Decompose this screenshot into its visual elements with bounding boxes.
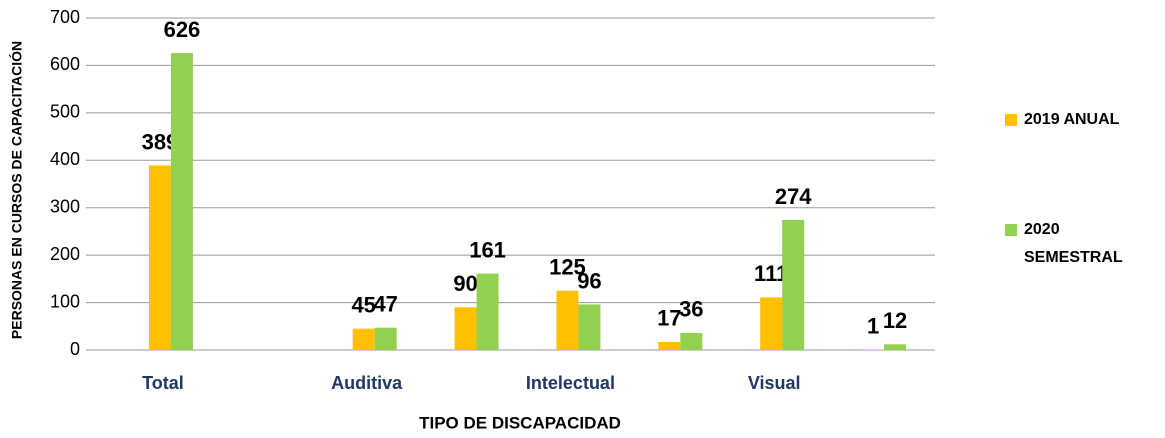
data-label: 45 [351, 292, 375, 317]
x-tick-label: Auditiva [331, 373, 403, 393]
bar [884, 344, 907, 350]
bar [454, 307, 477, 350]
bar [658, 341, 681, 350]
bar [680, 332, 703, 350]
x-tick-label: Total [142, 373, 184, 393]
y-tick-label: 0 [70, 339, 80, 359]
bar [556, 290, 579, 350]
legend-label: 2020 SEMESTRAL [1024, 221, 1123, 266]
bar [476, 273, 499, 350]
bar [578, 304, 601, 350]
bar [374, 327, 397, 350]
y-tick-label: 400 [50, 149, 80, 169]
data-label: 17 [657, 306, 681, 331]
legend-swatch [1005, 114, 1017, 126]
y-axis-title: PERSONAS EN CURSOS DE CAPACITACIÓN [8, 41, 25, 339]
data-label: 12 [883, 308, 907, 333]
bar [352, 328, 375, 350]
x-tick-label: Intelectual [526, 373, 615, 393]
legend-label: 2019 ANUAL [1024, 111, 1120, 128]
bar [760, 297, 783, 350]
data-label: 626 [164, 17, 201, 42]
bar [170, 53, 193, 351]
bar [782, 220, 805, 350]
data-label: 161 [469, 237, 506, 262]
data-label: 36 [679, 297, 703, 322]
data-label: 96 [577, 268, 601, 293]
x-axis-title: TIPO DE DISCAPACIDAD [419, 413, 621, 432]
data-label: 90 [453, 271, 477, 296]
y-tick-label: 700 [50, 7, 80, 27]
x-tick-label: Visual [748, 373, 801, 393]
y-tick-label: 600 [50, 54, 80, 74]
y-tick-label: 200 [50, 244, 80, 264]
data-label: 125 [549, 255, 586, 280]
bar [148, 165, 171, 350]
data-label: 274 [775, 184, 812, 209]
y-tick-label: 300 [50, 196, 80, 216]
y-tick-label: 500 [50, 102, 80, 122]
y-tick-label: 100 [50, 291, 80, 311]
legend-swatch [1005, 224, 1017, 236]
data-label: 47 [373, 292, 397, 317]
data-label: 1 [867, 313, 879, 338]
